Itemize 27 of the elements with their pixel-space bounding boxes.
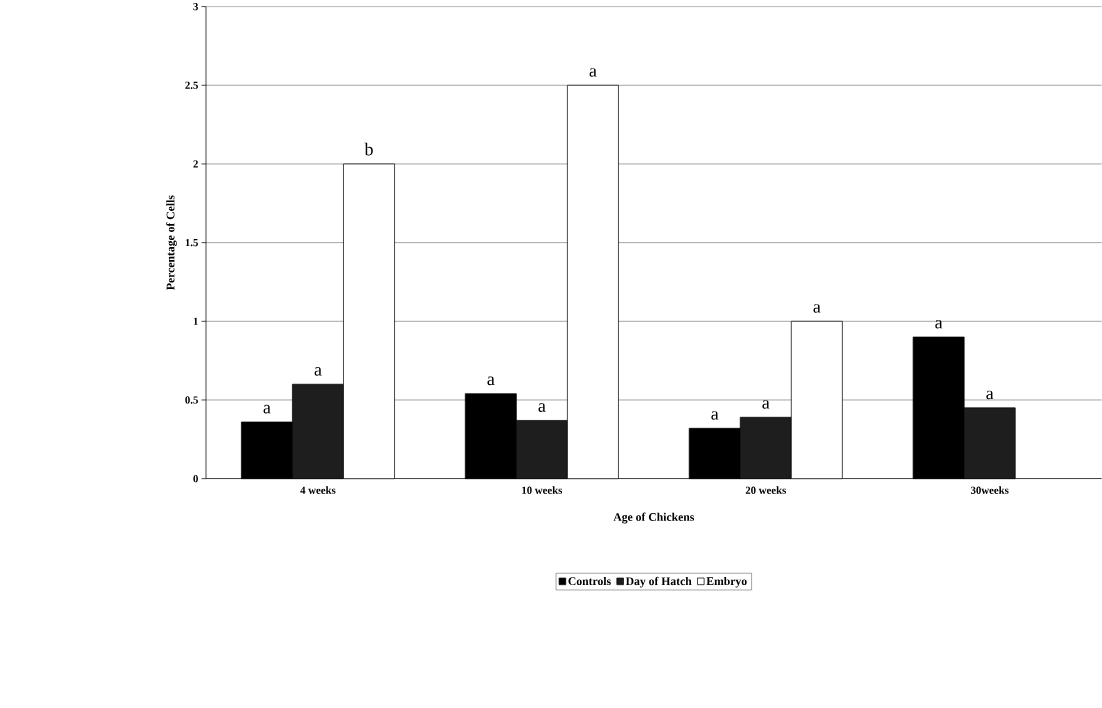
y-tick-label: 2.5 — [185, 81, 198, 89]
y-tick-label: 3 — [193, 2, 198, 11]
data-label: a — [589, 67, 597, 77]
data-label: a — [711, 410, 719, 420]
x-axis-title: Age of Chickens — [613, 512, 695, 524]
y-tick-label: 0.5 — [185, 396, 198, 404]
legend-label: Day of Hatch — [625, 576, 692, 588]
x-tick-label: 20 weeks — [745, 486, 786, 494]
data-label: a — [487, 376, 495, 385]
data-label: a — [538, 403, 546, 412]
y-tick-label: 0 — [193, 474, 198, 483]
y-tick-label: 2 — [193, 160, 198, 168]
data-label: a — [935, 319, 943, 329]
y-tick-label: 1.5 — [185, 238, 198, 247]
data-label: a — [314, 366, 322, 376]
x-tick-label: 10 weeks — [522, 486, 563, 494]
data-label: a — [986, 390, 994, 400]
y-axis-title: Percentage of Cells — [166, 195, 177, 290]
legend-label: Controls — [568, 576, 611, 585]
x-tick-label: 4 weeks — [300, 486, 336, 494]
y-tick-label: 1 — [193, 317, 198, 325]
data-label: a — [263, 404, 271, 414]
data-label: a — [762, 399, 770, 409]
data-label: b — [364, 142, 373, 156]
legend-label: Embryo — [706, 576, 747, 588]
data-label: a — [813, 303, 821, 313]
x-tick-label: 30weeks — [970, 486, 1009, 494]
